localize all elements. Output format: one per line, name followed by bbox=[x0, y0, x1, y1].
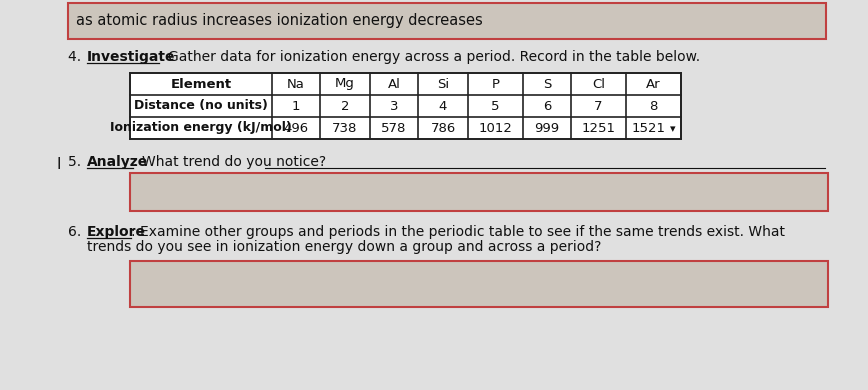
FancyBboxPatch shape bbox=[130, 173, 828, 211]
Text: 2: 2 bbox=[341, 99, 349, 112]
Text: trends do you see in ionization energy down a group and across a period?: trends do you see in ionization energy d… bbox=[87, 240, 602, 254]
Text: 1251: 1251 bbox=[582, 122, 615, 135]
FancyBboxPatch shape bbox=[130, 261, 828, 307]
Text: 578: 578 bbox=[381, 122, 407, 135]
Text: 3: 3 bbox=[390, 99, 398, 112]
Text: Investigate: Investigate bbox=[87, 50, 175, 64]
Text: I: I bbox=[56, 157, 61, 172]
Text: 7: 7 bbox=[595, 99, 602, 112]
Text: 5.: 5. bbox=[68, 155, 90, 169]
Text: Explore: Explore bbox=[87, 225, 146, 239]
Text: as atomic radius increases ionization energy decreases: as atomic radius increases ionization en… bbox=[76, 14, 483, 28]
Text: 496: 496 bbox=[284, 122, 308, 135]
Text: 8: 8 bbox=[649, 99, 658, 112]
Text: Si: Si bbox=[437, 78, 449, 90]
Text: Distance (no units): Distance (no units) bbox=[134, 99, 268, 112]
Text: : What trend do you notice?: : What trend do you notice? bbox=[133, 155, 326, 169]
Text: Al: Al bbox=[388, 78, 400, 90]
Text: 999: 999 bbox=[535, 122, 560, 135]
Text: : Examine other groups and periods in the periodic table to see if the same tren: : Examine other groups and periods in th… bbox=[131, 225, 785, 239]
Text: 6.: 6. bbox=[68, 225, 90, 239]
Text: 1012: 1012 bbox=[478, 122, 512, 135]
Text: Cl: Cl bbox=[592, 78, 605, 90]
Text: Ionization energy (kJ/mol): Ionization energy (kJ/mol) bbox=[110, 122, 292, 135]
Text: S: S bbox=[542, 78, 551, 90]
Text: 786: 786 bbox=[431, 122, 456, 135]
Text: P: P bbox=[491, 78, 499, 90]
Text: : Gather data for ionization energy across a period. Record in the table below.: : Gather data for ionization energy acro… bbox=[159, 50, 700, 64]
Text: 1521: 1521 bbox=[632, 122, 666, 135]
Text: 4.: 4. bbox=[68, 50, 90, 64]
FancyBboxPatch shape bbox=[130, 73, 681, 139]
Text: Analyze: Analyze bbox=[87, 155, 148, 169]
Text: Element: Element bbox=[170, 78, 232, 90]
Text: 738: 738 bbox=[332, 122, 358, 135]
Text: 1: 1 bbox=[292, 99, 300, 112]
Text: Na: Na bbox=[287, 78, 305, 90]
Text: Mg: Mg bbox=[335, 78, 355, 90]
Text: 6: 6 bbox=[542, 99, 551, 112]
FancyBboxPatch shape bbox=[68, 3, 826, 39]
Text: Ar: Ar bbox=[646, 78, 661, 90]
Text: ▾: ▾ bbox=[670, 124, 675, 134]
Text: 4: 4 bbox=[439, 99, 447, 112]
Text: 5: 5 bbox=[491, 99, 500, 112]
